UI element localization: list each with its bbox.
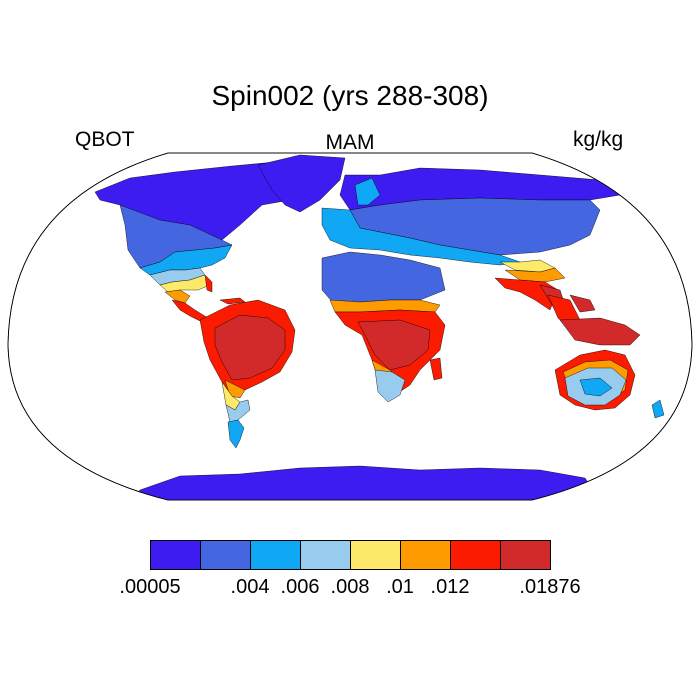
australia bbox=[554, 349, 665, 419]
variable-label: QBOT bbox=[75, 128, 135, 151]
africa bbox=[321, 251, 446, 403]
antarctica bbox=[129, 465, 601, 500]
colorbar-box bbox=[400, 540, 451, 570]
colorbar-box bbox=[200, 540, 251, 570]
colorbar-box bbox=[150, 540, 201, 570]
colorbar-box bbox=[250, 540, 301, 570]
colorbar-tick-label: .006 bbox=[280, 576, 320, 598]
colorbar bbox=[150, 540, 551, 570]
colorbar-tick-label: .004 bbox=[230, 576, 270, 598]
colorbar-tick-label: .01 bbox=[386, 576, 414, 598]
colorbar-box bbox=[450, 540, 501, 570]
colorbar-box bbox=[300, 540, 351, 570]
colorbar-box bbox=[500, 540, 551, 570]
south-america bbox=[199, 299, 296, 449]
plot-title: Spin002 (yrs 288-308) bbox=[211, 80, 489, 111]
colorbar-tick-label: .012 bbox=[430, 576, 470, 598]
season-label: MAM bbox=[325, 131, 375, 154]
colorbar-box bbox=[350, 540, 401, 570]
units-label: kg/kg bbox=[573, 128, 624, 151]
colorbar-tick-label: .008 bbox=[330, 576, 370, 598]
north-america bbox=[94, 154, 346, 323]
colorbar-tick-label: .00005 bbox=[119, 576, 181, 598]
colorbar-tick-label: .01876 bbox=[519, 576, 581, 598]
eurasia bbox=[321, 167, 641, 346]
